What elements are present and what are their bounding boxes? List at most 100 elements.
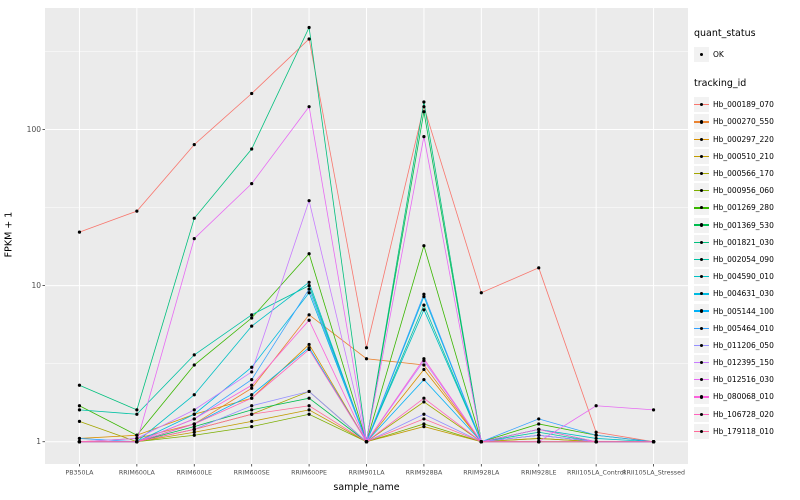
data-point	[250, 365, 254, 369]
data-point	[135, 408, 139, 412]
x-tick-label: RRIM600LE	[176, 470, 212, 477]
data-point	[364, 346, 369, 350]
data-point	[250, 147, 254, 151]
legend-item-Hb_000956_060: Hb_000956_060	[694, 182, 800, 199]
x-tick-label: RRIM600LA	[119, 470, 156, 477]
data-point	[77, 436, 82, 441]
data-point	[422, 244, 426, 248]
legend-line-swatch	[694, 166, 709, 182]
legend-item-label: Hb_000189_070	[713, 100, 774, 110]
data-point	[364, 440, 369, 444]
legend-item-Hb_000510_210: Hb_000510_210	[694, 148, 800, 165]
legend-line-swatch	[694, 131, 709, 147]
data-point	[537, 436, 541, 441]
legend-item-label: Hb_011206_050	[713, 340, 774, 350]
data-point	[537, 422, 541, 426]
data-point	[422, 363, 426, 367]
data-point	[422, 303, 426, 307]
x-tick-label: RRIM600SE	[234, 470, 270, 477]
data-point	[307, 291, 311, 295]
data-point	[479, 440, 483, 444]
legend-section-quant-status: quant_status OK	[694, 28, 800, 63]
point-glyph-icon	[699, 378, 704, 382]
data-point	[77, 383, 82, 387]
data-point	[307, 318, 311, 322]
data-point	[307, 396, 311, 400]
point-glyph-icon	[699, 309, 704, 313]
point-glyph-icon	[699, 120, 704, 124]
data-point	[307, 105, 311, 109]
point-glyph-icon	[699, 292, 704, 296]
data-point	[422, 100, 426, 104]
legend-item-Hb_005144_100: Hb_005144_100	[694, 302, 800, 319]
x-tick-label: RRIM928LA	[463, 470, 500, 477]
data-point	[422, 110, 426, 114]
data-point	[422, 295, 426, 299]
legend-item-label: Hb_005464_010	[713, 323, 774, 333]
legend-title-tracking-id: tracking_id	[694, 78, 747, 90]
legend-item-label: Hb_001821_030	[713, 237, 774, 247]
legend-line-swatch	[694, 372, 709, 388]
data-point	[135, 433, 139, 437]
legend-item-label: Hb_179118_010	[713, 426, 774, 436]
data-point	[422, 105, 426, 109]
data-point	[651, 408, 656, 412]
legend-title-quant-status: quant_status	[694, 28, 756, 39]
x-tick-label: RRIM901LA	[348, 470, 385, 477]
data-point	[307, 25, 311, 30]
legend-item-Hb_012395_150: Hb_012395_150	[694, 354, 800, 371]
data-point	[594, 404, 598, 408]
legend-item-quant-OK: OK	[694, 46, 800, 63]
data-point	[422, 396, 426, 400]
y-tick-label: 10	[31, 281, 41, 290]
series-points-Hb_000189_070	[77, 37, 656, 444]
data-point	[422, 135, 426, 139]
data-point	[594, 433, 598, 437]
point-glyph-icon	[699, 52, 704, 57]
data-point	[192, 143, 196, 147]
data-point	[651, 440, 656, 444]
data-point	[422, 292, 426, 296]
legend-line-swatch	[694, 114, 709, 130]
data-point	[422, 422, 426, 426]
legend-item-label: Hb_001369_530	[713, 220, 774, 230]
data-point	[422, 357, 426, 361]
chart-canvas: 1 10 100 PB350LA RRIM600LA RRIM600LE RRIM600SE…	[27, 8, 688, 477]
legend-item-Hb_000189_070: Hb_000189_070	[694, 96, 800, 113]
legend-item-label: Hb_000510_210	[713, 151, 774, 161]
data-point	[594, 436, 598, 441]
legend-items-tracking-id: Hb_000189_070 Hb_000270_550 Hb_000297_220 H…	[694, 96, 800, 440]
data-point	[422, 417, 426, 421]
data-point	[250, 316, 254, 320]
point-glyph-icon	[699, 360, 704, 365]
legend-line-swatch	[694, 406, 709, 422]
data-point	[537, 440, 541, 444]
x-tick-label: RRIM928BA	[406, 470, 443, 477]
data-point	[135, 436, 139, 441]
point-glyph-icon	[699, 326, 704, 330]
data-point	[250, 378, 254, 382]
data-point	[307, 199, 311, 203]
data-point	[537, 430, 541, 434]
legend-item-Hb_000566_170: Hb_000566_170	[694, 165, 800, 182]
legend-item-label: Hb_012516_030	[713, 375, 774, 385]
legend-item-Hb_179118_010: Hb_179118_010	[694, 423, 800, 440]
data-point	[307, 412, 311, 416]
data-point	[537, 417, 541, 421]
point-glyph-icon	[699, 429, 704, 433]
series-points-Hb_179118_010	[77, 404, 656, 444]
data-point	[77, 440, 82, 444]
legend-item-label: Hb_000297_220	[713, 134, 774, 144]
data-point	[250, 383, 254, 387]
point-glyph-icon	[699, 103, 704, 107]
legend-item-Hb_012516_030: Hb_012516_030	[694, 371, 800, 388]
legend-line-swatch	[694, 234, 709, 250]
data-point	[250, 404, 254, 408]
data-point	[307, 404, 311, 408]
legend-item-Hb_000297_220: Hb_000297_220	[694, 131, 800, 148]
data-point	[422, 424, 426, 429]
point-glyph-icon	[699, 412, 704, 416]
legend-line-swatch	[694, 251, 709, 267]
data-point	[192, 363, 196, 367]
legend-line-swatch	[694, 423, 709, 439]
